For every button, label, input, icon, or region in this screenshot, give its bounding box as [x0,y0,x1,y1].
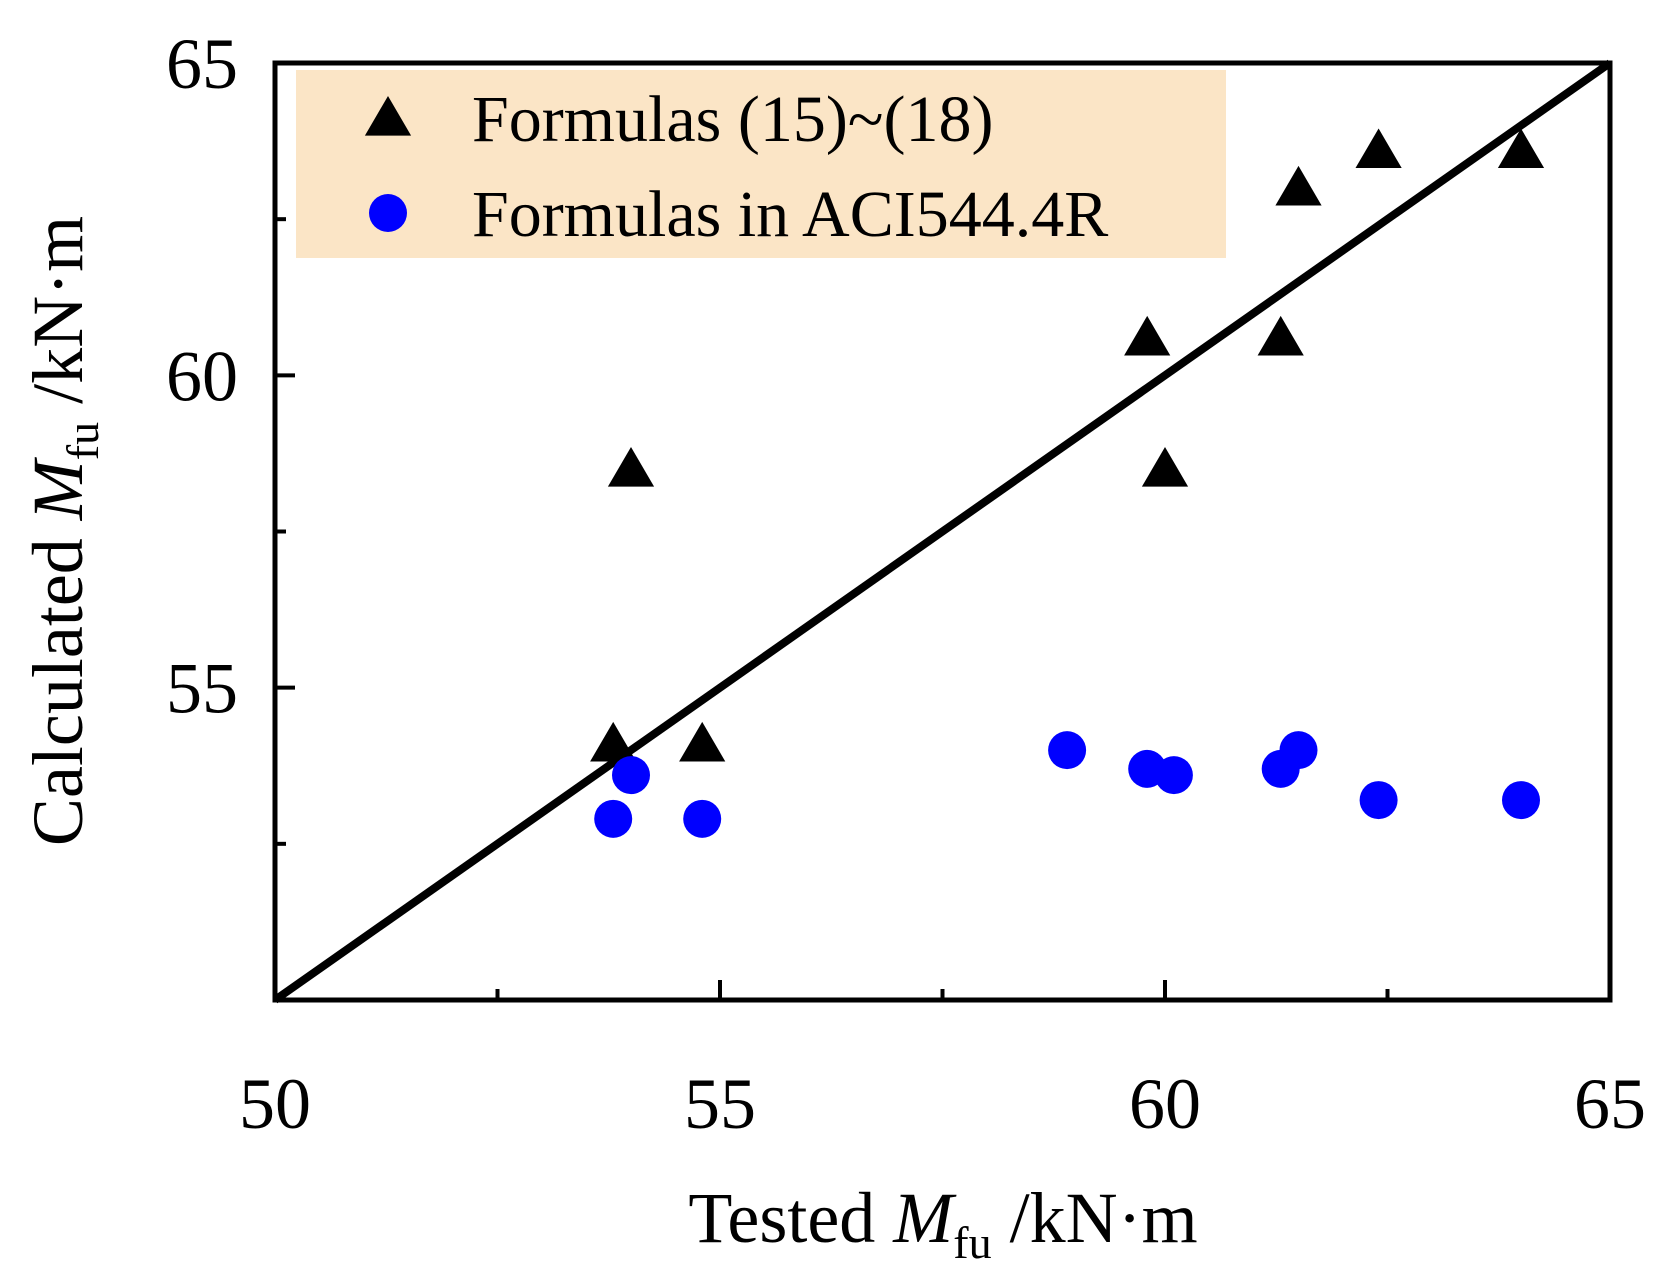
reference-line-group [272,59,1613,1004]
series-1-point-9 [1497,128,1545,169]
x-tick-label: 50 [239,1064,311,1144]
x-tick-label: 65 [1574,1064,1646,1144]
series-2-point-4 [1048,731,1087,770]
x-tick-label: 60 [1129,1064,1201,1144]
x-axis-title: Tested Mfu /kN·m [688,1178,1197,1268]
legend: Formulas (15)~(18) Formulas in ACI544.4R [296,70,1226,258]
y-tick-label: 55 [166,649,238,729]
series-2-point-10 [1502,781,1540,820]
series-1-point-1 [590,721,637,762]
reference-line [272,59,1613,1004]
x-tick-label: 55 [684,1064,756,1144]
legend-marker-2 [369,194,407,232]
series-2-point-3 [683,799,722,838]
legend-marker-1 [364,96,412,136]
axis-labels: 50 55 60 65 55 60 65 Tested Mfu /kN·m Calculated… [18,24,1646,1268]
axis-ticks [273,61,1612,1000]
legend-label-2: Formulas in ACI544.4R [472,178,1108,251]
series-1-point-4 [1124,315,1171,356]
series-2-point-8 [1279,731,1318,770]
series-2-point-9 [1359,781,1398,820]
series-1-point-8 [1355,128,1402,169]
series-1-point-6 [1257,315,1304,356]
y-axis-title: Calculated Mfu /kN·m [18,216,108,846]
series-1-point-5 [1141,447,1189,487]
legend-background [296,70,1226,258]
series-1-point-3 [679,721,726,762]
y-tick-label: 65 [166,24,238,104]
legend-label-1: Formulas (15)~(18) [472,83,993,156]
series-2-point-6 [1154,756,1193,795]
series-2-point-1 [594,799,633,838]
y-tick-label: 60 [166,336,238,416]
series-1-point-2 [607,447,655,487]
series-2-point-2 [612,756,650,795]
data-points [590,128,1545,838]
series-1-point-7 [1275,165,1322,206]
